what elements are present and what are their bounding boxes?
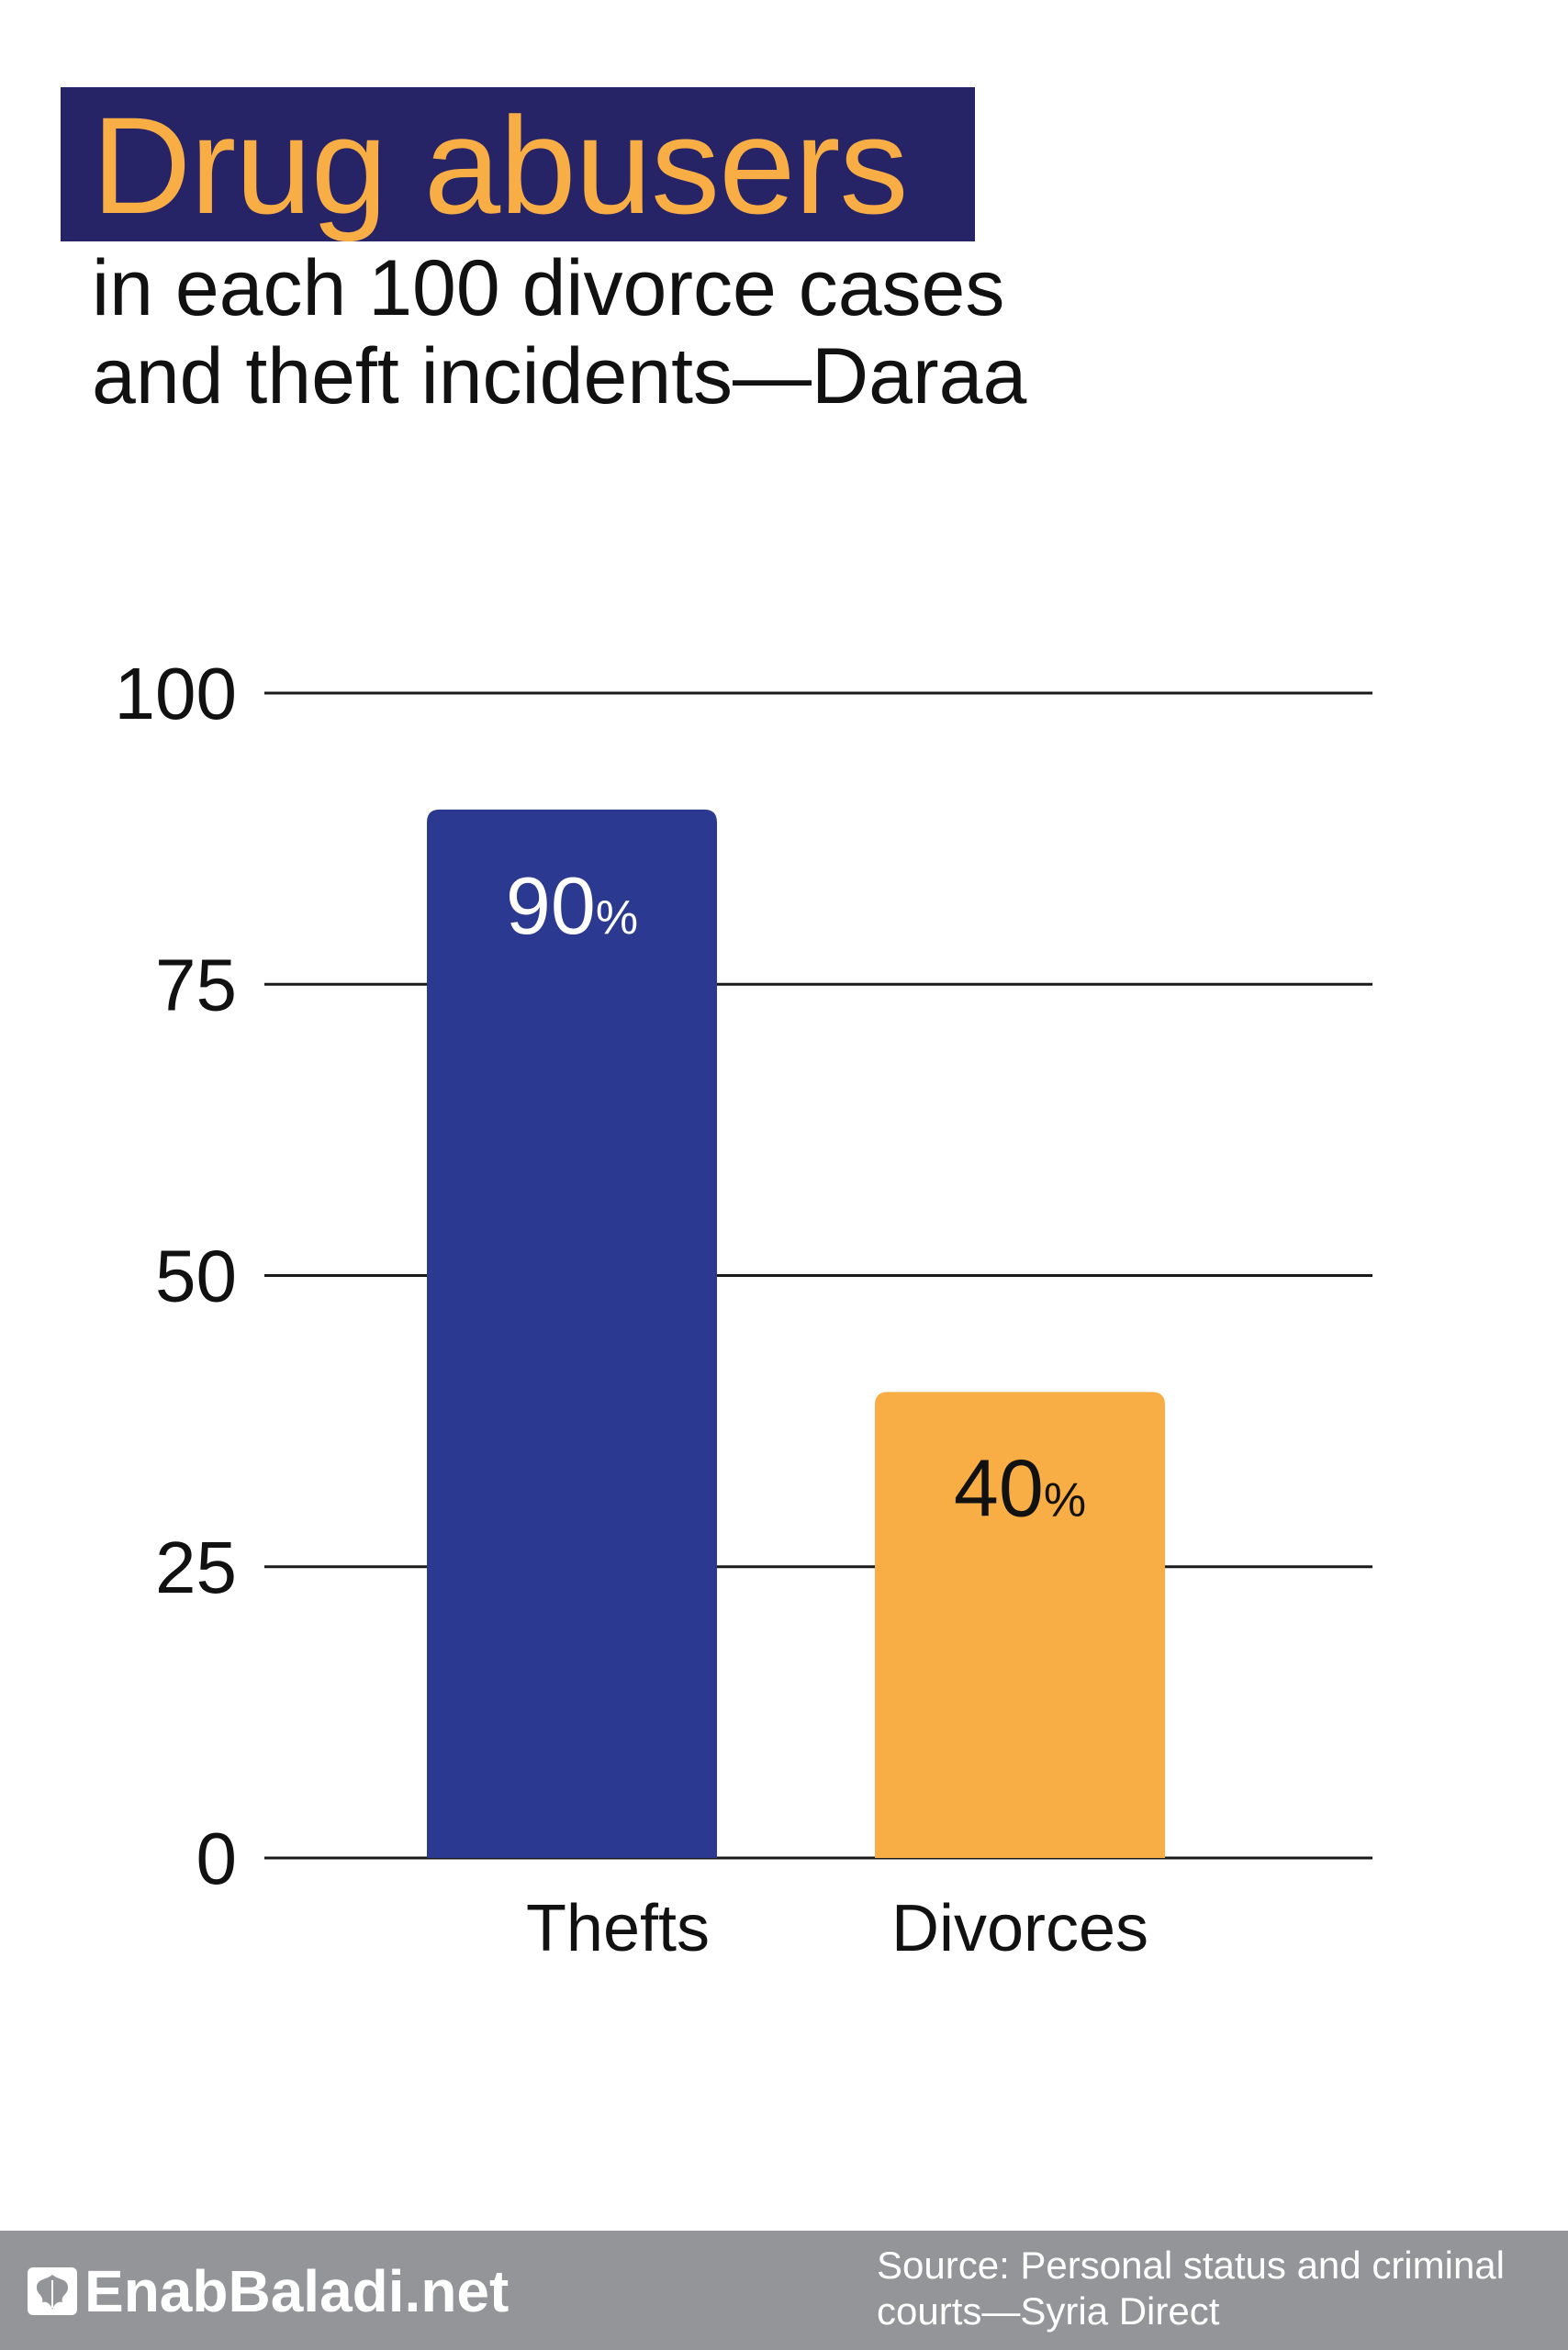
x-tick-label-divorces: Divorces [891,1892,1148,1965]
y-tick-label-0: 0 [196,1818,238,1899]
source-note: Source: Personal status and criminal cou… [877,2243,1556,2334]
data-label-thefts: 90% [506,860,638,951]
chart-title: Drug abusers [92,88,908,242]
y-tick-label-25: 25 [155,1527,237,1608]
y-tick-label-50: 50 [155,1236,237,1317]
source-line-1: Source: Personal status and criminal [877,2244,1505,2287]
grape-leaf-icon [28,2267,77,2315]
bar-chart: 0 25 50 75 100 90% Thefts 40% Divorces [115,653,1372,1965]
brand-name: EnabBaladi.net [84,2258,510,2324]
y-tick-label-75: 75 [155,944,237,1025]
x-tick-label-thefts: Thefts [526,1892,710,1965]
bar-divorces [875,1392,1165,1858]
data-label-divorces: 40% [954,1442,1086,1533]
source-line-2: courts—Syria Direct [877,2289,1220,2333]
footer: EnabBaladi.net Source: Personal status a… [0,2231,1568,2350]
y-tick-label-100: 100 [115,653,237,734]
title-background [61,87,975,241]
chart-subtitle: in each 100 divorce cases and theft inci… [92,244,1377,420]
subtitle-line-2: and theft incidents—Daraa [92,332,1027,420]
bar-thefts [427,809,717,1858]
subtitle-line-1: in each 100 divorce cases [92,244,1005,332]
